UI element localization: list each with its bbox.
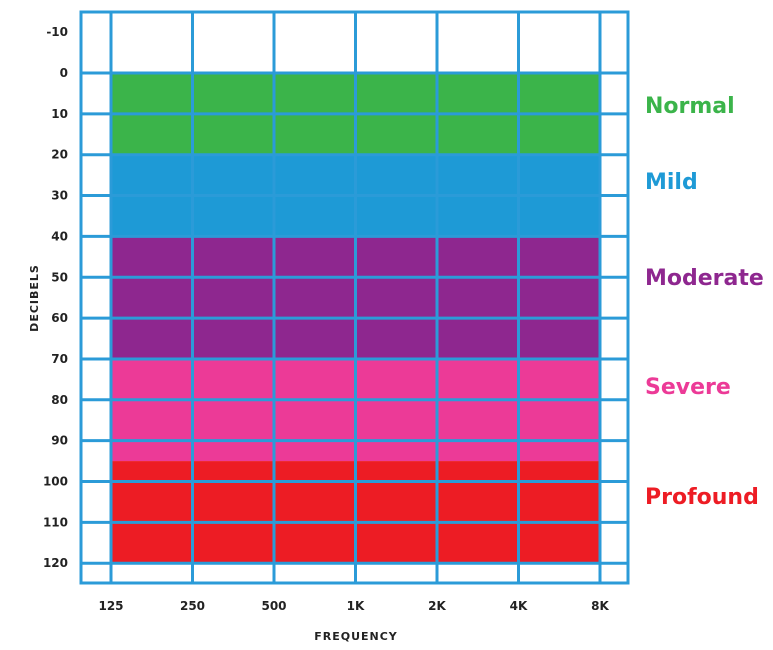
x-tick-label: 250 [180,599,205,613]
x-tick-label: 8K [591,599,609,613]
grid-lines [79,10,630,585]
y-tick-label: 100 [43,475,68,489]
y-tick-label: 30 [51,189,68,203]
x-tick-label: 500 [261,599,286,613]
y-tick-label: 40 [51,229,68,243]
y-tick-labels: -10 0 10 20 30 40 50 60 70 80 90 100 110 120 [43,25,68,570]
band-label-severe: Severe [645,375,731,400]
y-tick-label: 110 [43,515,68,529]
y-axis-label: DECIBELS [28,264,41,332]
y-tick-label: 120 [43,556,68,570]
y-tick-label: 70 [51,352,68,366]
x-axis-label: FREQUENCY [314,630,398,643]
band-labels: Normal Mild Moderate Severe Profound [645,94,764,510]
band-label-mild: Mild [645,170,698,195]
band-label-profound: Profound [645,485,759,510]
y-tick-label: 50 [51,270,68,284]
y-tick-label: 0 [60,66,68,80]
y-tick-label: 20 [51,148,68,162]
x-tick-label: 2K [428,599,446,613]
y-tick-label: -10 [46,25,68,39]
y-tick-label: 60 [51,311,68,325]
band-label-moderate: Moderate [645,266,764,291]
y-tick-label: 90 [51,434,68,448]
x-tick-label: 125 [98,599,123,613]
x-tick-label: 1K [347,599,365,613]
band-label-normal: Normal [645,94,735,119]
x-tick-label: 4K [510,599,528,613]
y-tick-label: 80 [51,393,68,407]
y-tick-label: 10 [51,107,68,121]
x-tick-labels: 125 250 500 1K 2K 4K 8K [98,599,609,613]
